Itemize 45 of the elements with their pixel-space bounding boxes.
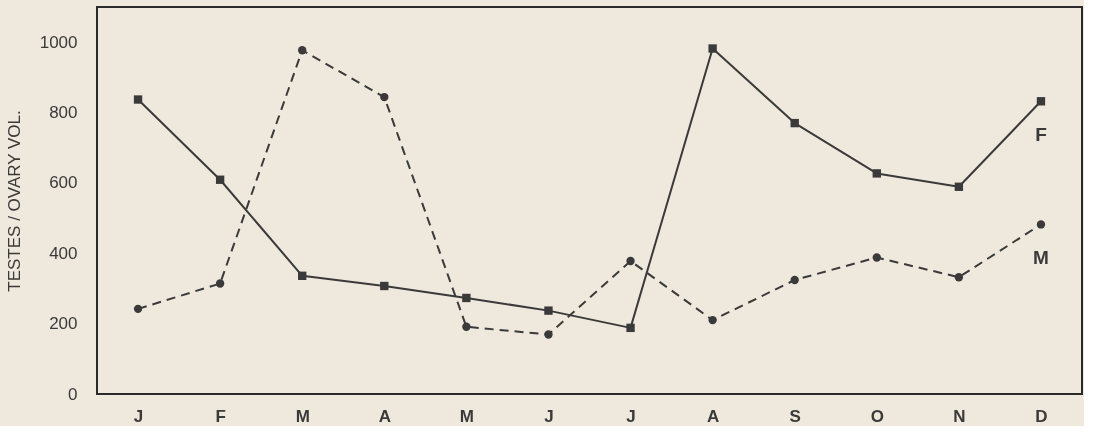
y-axis-title: TESTES / OVARY VOL.	[4, 110, 24, 292]
point	[298, 271, 307, 280]
point	[708, 315, 717, 325]
x-tick-label: M	[459, 406, 474, 426]
point	[954, 182, 964, 191]
x-tick-label: J	[133, 406, 144, 426]
point	[872, 169, 881, 178]
point	[544, 330, 553, 339]
point	[790, 118, 799, 128]
point	[626, 256, 635, 266]
x-tick-label: F	[215, 406, 226, 426]
y-tick-label: 600	[49, 173, 78, 193]
point	[462, 293, 471, 303]
x-tick-label: J	[544, 406, 554, 426]
x-tick-label: A	[706, 406, 720, 426]
point	[215, 175, 225, 184]
y-tick-label: 1000	[39, 32, 78, 52]
point	[380, 92, 389, 102]
point	[626, 323, 635, 333]
point	[708, 44, 717, 53]
point	[215, 279, 225, 288]
point	[380, 281, 389, 291]
series-label: M	[1033, 247, 1049, 269]
x-tick-label: J	[626, 406, 636, 426]
point	[298, 46, 307, 55]
x-tick-label: D	[1035, 406, 1048, 426]
point	[133, 304, 143, 314]
x-tick-label: M	[295, 406, 310, 426]
point	[954, 273, 964, 282]
point	[1036, 97, 1046, 106]
point	[133, 95, 143, 104]
point	[872, 253, 881, 262]
y-tick-label: 0	[68, 384, 78, 404]
x-tick-label: O	[870, 406, 884, 426]
point	[544, 306, 553, 315]
point	[1036, 220, 1046, 229]
x-tick-label: N	[953, 406, 966, 426]
point	[462, 322, 471, 331]
y-tick-label: 400	[49, 243, 78, 263]
y-tick-label: 800	[49, 103, 78, 123]
y-tick-label: 200	[49, 314, 78, 334]
x-tick-label: S	[789, 406, 801, 426]
point	[790, 275, 799, 285]
x-tick-label: A	[378, 406, 391, 426]
series-label: F	[1035, 124, 1047, 146]
